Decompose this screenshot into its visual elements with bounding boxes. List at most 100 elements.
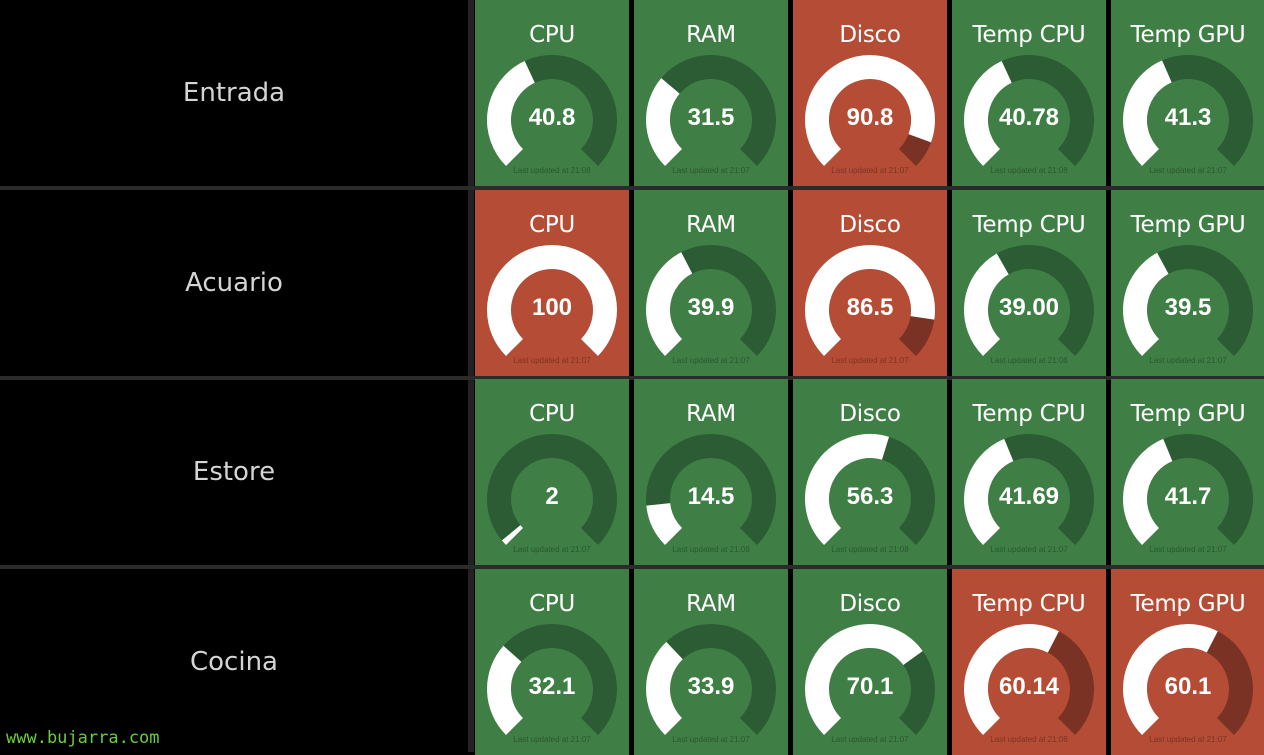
metric-value: 14.5 [687, 483, 735, 510]
metric-title: CPU [529, 22, 575, 48]
last-updated: Last updated at 21:07 [1149, 356, 1227, 365]
gauge [1123, 624, 1253, 735]
host-name: Estore [192, 457, 276, 487]
gauge-fill [487, 645, 524, 735]
metric-tile[interactable]: RAM 31.5 Last updated at 21:07 [634, 0, 788, 186]
metric-tile[interactable]: Temp CPU 60.14 Last updated at 21:08 [952, 569, 1106, 755]
metric-tile[interactable]: RAM 39.9 Last updated at 21:07 [634, 190, 788, 376]
gauge-fill [646, 252, 693, 356]
gauge-fill [964, 624, 1059, 735]
gauge [487, 245, 617, 356]
last-updated: Last updated at 21:07 [513, 356, 591, 365]
gauge-fill [805, 434, 889, 545]
metric-title: RAM [686, 212, 736, 238]
metric-value: 40.78 [998, 104, 1060, 131]
last-updated: Last updated at 21:08 [672, 545, 750, 554]
gauge-fill [964, 438, 1014, 545]
gauge [805, 434, 935, 545]
metric-value: 39.9 [687, 294, 735, 321]
metric-title: Disco [839, 591, 901, 617]
gauge [646, 434, 776, 545]
metric-tile[interactable]: Temp GPU 41.3 Last updated at 21:07 [1111, 0, 1264, 186]
gauge [964, 624, 1094, 735]
last-updated: Last updated at 21:07 [990, 545, 1068, 554]
gauge-fill [1123, 438, 1173, 545]
last-updated: Last updated at 21:07 [513, 545, 591, 554]
metric-title: RAM [686, 22, 736, 48]
metric-tile[interactable]: Disco 90.8 Last updated at 21:07 [793, 0, 947, 186]
host-row: Estore CPU 2 Last updated at 21:07 RAM 14.5 La… [0, 379, 1264, 565]
metric-value: 39.00 [998, 294, 1060, 321]
metric-tile[interactable]: Temp CPU 40.78 Last updated at 21:08 [952, 0, 1106, 186]
gauge [646, 55, 776, 166]
metric-tile[interactable]: CPU 100 Last updated at 21:07 [475, 190, 629, 376]
metric-tile[interactable]: Temp CPU 41.69 Last updated at 21:07 [952, 379, 1106, 565]
gauge [964, 434, 1094, 545]
row-separator [0, 565, 1264, 569]
metric-value: 39.5 [1164, 294, 1212, 321]
metric-tile[interactable]: Disco 56.3 Last updated at 21:08 [793, 379, 947, 565]
metric-title: CPU [529, 212, 575, 238]
last-updated: Last updated at 21:07 [1149, 166, 1227, 175]
metric-title: Temp GPU [1130, 212, 1246, 238]
row-separator [0, 376, 1264, 380]
gauge [805, 624, 935, 735]
gauge-fill [501, 525, 524, 545]
last-updated: Last updated at 21:07 [831, 356, 909, 365]
metric-tile[interactable]: Temp GPU 60.1 Last updated at 21:07 [1111, 569, 1264, 755]
last-updated: Last updated at 21:07 [831, 735, 909, 744]
last-updated: Last updated at 21:07 [513, 735, 591, 744]
gauge-fill [805, 624, 923, 735]
last-updated: Last updated at 21:07 [672, 166, 750, 175]
host-name: Entrada [182, 78, 286, 108]
metric-title: Temp CPU [972, 401, 1086, 427]
gauge-fill [964, 253, 1010, 356]
metric-title: Disco [839, 401, 901, 427]
metric-title: CPU [529, 591, 575, 617]
last-updated: Last updated at 21:08 [831, 545, 909, 554]
metric-value: 41.7 [1164, 483, 1212, 510]
metric-title: Temp CPU [972, 591, 1086, 617]
metric-title: Temp GPU [1130, 591, 1246, 617]
gauge-fill [646, 641, 684, 735]
host-row: Acuario CPU 100 Last updated at 21:07 RAM 39.… [0, 190, 1264, 376]
metric-title: Temp CPU [972, 212, 1086, 238]
metric-title: Temp CPU [972, 22, 1086, 48]
gauge-fill [805, 245, 935, 356]
metric-tile[interactable]: Disco 86.5 Last updated at 21:07 [793, 190, 947, 376]
last-updated: Last updated at 21:07 [672, 735, 750, 744]
metric-tile[interactable]: Temp GPU 41.7 Last updated at 21:07 [1111, 379, 1264, 565]
host-name: Acuario [185, 268, 283, 298]
last-updated: Last updated at 21:08 [990, 166, 1068, 175]
last-updated: Last updated at 21:07 [1149, 735, 1227, 744]
last-updated: Last updated at 21:08 [513, 166, 591, 175]
metric-tile[interactable]: RAM 33.9 Last updated at 21:07 [634, 569, 788, 755]
gauge [964, 55, 1094, 166]
metric-title: Temp GPU [1130, 22, 1246, 48]
metric-tile[interactable]: Disco 70.1 Last updated at 21:07 [793, 569, 947, 755]
gauge [646, 245, 776, 356]
gauge-fill [646, 502, 683, 545]
metric-value: 33.9 [687, 673, 735, 700]
gauge [487, 55, 617, 166]
gauge [805, 55, 935, 166]
host-name: Cocina [190, 647, 278, 677]
last-updated: Last updated at 21:08 [990, 735, 1068, 744]
gauge [1123, 245, 1253, 356]
metric-tile[interactable]: Temp CPU 39.00 Last updated at 21:08 [952, 190, 1106, 376]
host-row: Entrada CPU 40.8 Last updated at 21:08 RAM 31… [0, 0, 1264, 186]
gauge [1123, 434, 1253, 545]
gauge-track [646, 434, 776, 545]
gauge [964, 245, 1094, 356]
metric-tile[interactable]: CPU 32.1 Last updated at 21:07 [475, 569, 629, 755]
host-row: Cocina CPU 32.1 Last updated at 21:07 RAM 33.… [0, 569, 1264, 755]
metric-tile[interactable]: Temp GPU 39.5 Last updated at 21:07 [1111, 190, 1264, 376]
metric-value: 70.1 [846, 673, 894, 700]
metric-tile[interactable]: CPU 40.8 Last updated at 21:08 [475, 0, 629, 186]
metric-value: 90.8 [846, 104, 894, 131]
metric-tile[interactable]: CPU 2 Last updated at 21:07 [475, 379, 629, 565]
last-updated: Last updated at 21:07 [831, 166, 909, 175]
metric-title: Disco [839, 22, 901, 48]
metric-tile[interactable]: RAM 14.5 Last updated at 21:08 [634, 379, 788, 565]
metric-value: 86.5 [846, 294, 894, 321]
